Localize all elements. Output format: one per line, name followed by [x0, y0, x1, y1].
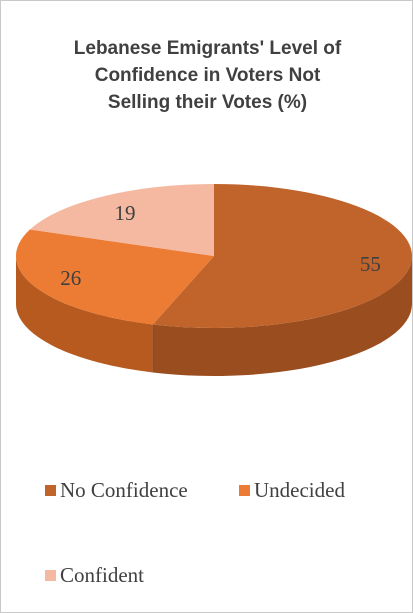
- data-label-confident: 19: [115, 201, 136, 225]
- chart-title-line-1: Lebanese Emigrants' Level of: [73, 38, 342, 59]
- legend-item-no-confidence: No Confidence: [45, 478, 188, 503]
- data-label-undecided: 26: [60, 266, 81, 290]
- pie-tops: [15, 184, 413, 328]
- pie-side-undecided: [16, 256, 153, 373]
- legend-swatch-confident: [45, 570, 56, 581]
- chart-title: Lebanese Emigrants' Level of Confidence …: [21, 35, 394, 116]
- pie-slice-no-confidence: [152, 184, 413, 328]
- legend-label-confident: Confident: [60, 563, 144, 587]
- legend-item-confident: Confident: [45, 563, 144, 588]
- pie-side-no-confidence: [152, 256, 412, 376]
- legend-label-undecided: Undecided: [254, 478, 345, 502]
- chart-title-line-2: Confidence in Voters Not: [94, 65, 321, 86]
- legend-label-no-confidence: No Confidence: [60, 478, 188, 502]
- pie-labels: 55 26 19: [60, 201, 381, 290]
- legend-swatch-no-confidence: [45, 485, 56, 496]
- pie-slice-undecided: [15, 229, 214, 325]
- legend-item-undecided: Undecided: [239, 478, 345, 503]
- pie-chart: 55 26 19: [15, 184, 413, 376]
- pie-slice-confident: [29, 184, 215, 256]
- chart-title-line-3: Selling their Votes (%): [107, 92, 308, 113]
- legend-swatch-undecided: [239, 485, 250, 496]
- pie-sides: [16, 256, 412, 376]
- data-label-no-confidence: 55: [360, 252, 381, 276]
